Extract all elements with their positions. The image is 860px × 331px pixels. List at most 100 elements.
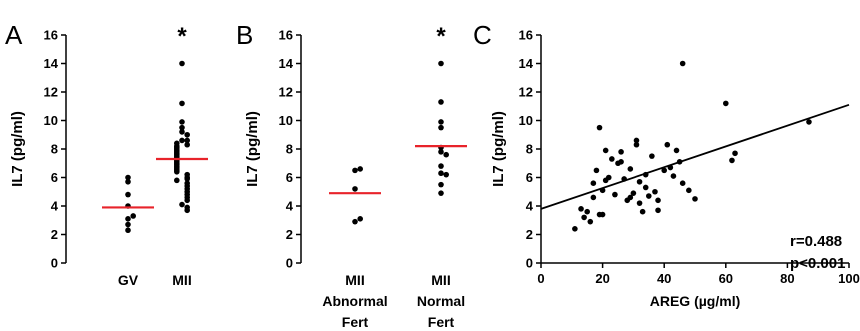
panel-a-y-tick-label: 6 [51,170,58,185]
panel-c-data-point [664,141,671,148]
panel-c-data-point [655,207,661,214]
panel-c-data-point [596,124,603,131]
panel-b-category-label: Fert [428,314,455,330]
panel-b-y-tick-label: 6 [286,170,293,185]
panel-a-data-point [179,129,185,135]
panel-b-category-label: Normal [417,293,465,309]
panel-a-y-tick-label: 0 [51,256,58,271]
panel-c-y-tick-label: 2 [526,227,533,242]
panel-c-y-tick-label: 12 [519,85,533,100]
panel-b-data-point [438,149,444,155]
panel-c-data-point [661,167,667,174]
panel-c-data-point [686,187,692,194]
panel-b-category-label: MII [345,272,364,288]
panel-c-data-point [729,157,735,164]
panel-c-y-tick-label: 10 [519,113,533,128]
panel-c-x-tick-label: 40 [657,271,671,286]
panel-b-data-point [438,119,444,125]
panel-b-data-point [352,218,358,225]
panel-a-data-point [125,227,131,234]
panel-c-data-point [618,149,624,155]
panel-c-data-point [806,119,812,125]
panel-c-y-tick-label: 6 [526,170,533,185]
panel-c-data-point [633,141,640,148]
panel-c-data-point [584,208,590,215]
panel-a-data-point [179,119,185,125]
panel-b-data-point [438,163,444,169]
panel-a-data-point [184,137,190,144]
panel-b-category-label: Fert [342,314,369,330]
panel-c-x-axis-label: AREG (µg/ml) [650,293,741,309]
panel-b-data-point [438,181,444,188]
panel-c-data-point [590,194,597,201]
panel-a-data-point [174,169,180,175]
panel-c-data-point [605,174,612,181]
panel-c-data-point [679,180,686,186]
panel-b-y-tick-label: 0 [286,256,293,271]
panel-b-data-point [443,151,450,158]
panel-b-y-tick-label: 8 [286,142,293,157]
panel-a-y-tick-label: 4 [51,199,59,214]
panel-a-data-point [184,141,190,148]
correlation-p-annotation: p<0.001 [790,255,845,272]
panel-a-data-point [184,197,190,204]
panel-a-data-point [174,177,180,184]
panel-b-data-point [352,186,358,192]
panel-a-data-point [179,201,185,208]
panel-b-y-tick-label: 12 [279,85,293,100]
panel-c-data-point [609,156,615,162]
panel-c-y-tick-label: 8 [526,142,533,157]
panel-b-y-tick-label: 2 [286,227,293,242]
panel-c-data-point [692,196,698,202]
panel-b-y-tick-label: 16 [279,28,293,43]
panel-c-x-tick-label: 100 [838,271,860,286]
panel-a-y-tick-label: 10 [44,113,58,128]
panel-a-data-point [179,60,185,67]
panel-c-data-point [723,100,729,107]
panel-b-significance-star: * [436,23,446,50]
panel-c-x-tick-label: 60 [719,271,733,286]
panel-b-y-tick-label: 10 [279,113,293,128]
panel-c-data-point [636,178,643,185]
panel-c-x-tick-label: 0 [537,271,544,286]
panel-b-y-axis-label: IL7 (pg/ml) [244,111,261,187]
panel-c-data-point [572,226,578,232]
panel-a-data-point [184,207,190,214]
panel-c-data-point [639,208,646,215]
panel-c-data-point [599,211,606,218]
panel-a-data-point [179,137,185,144]
panel-a-y-tick-label: 2 [51,227,58,242]
panel-c-data-point [590,180,597,186]
panel-b-y-tick-label: 4 [286,199,294,214]
panel-c-data-point [602,147,609,154]
panel-b-y-tick-label: 14 [279,56,294,71]
panel-a-data-point [125,216,131,222]
panel-letter-a: A [5,20,23,50]
panel-a-data-point [179,100,185,107]
panel-b-data-point [438,170,444,177]
panel-a-y-tick-label: 16 [44,28,58,43]
panel-a-data-point [125,174,131,181]
panel-a-data-point [179,124,185,131]
panel-c-y-tick-label: 4 [526,199,534,214]
panel-c-data-point [642,171,649,178]
panel-c-y-tick-label: 0 [526,256,533,271]
panel-a-y-tick-label: 8 [51,142,58,157]
correlation-r-annotation: r=0.488 [790,233,842,250]
panel-a-significance-star: * [177,23,187,50]
panel-a-data-point [125,178,131,185]
panel-a-data-point [125,191,131,198]
panel-c-data-point [732,150,738,157]
panel-c-data-point [667,164,674,171]
panel-c-data-point [630,190,637,196]
panel-b-data-point [438,60,444,67]
panel-c-chart: 0 2 4 6 8 10 12 14 16 IL7 (pg/ml) 0 20 40 60 80 100 AREG… [490,28,860,310]
panel-c-data-point [627,166,634,172]
panel-a-data-point [184,131,190,138]
panel-c-data-point [581,214,587,221]
panel-b-data-point [438,124,444,131]
panel-c-data-point [587,218,594,225]
panel-a-y-tick-label: 14 [44,56,59,71]
panel-a-y-tick-label: 12 [44,85,58,100]
